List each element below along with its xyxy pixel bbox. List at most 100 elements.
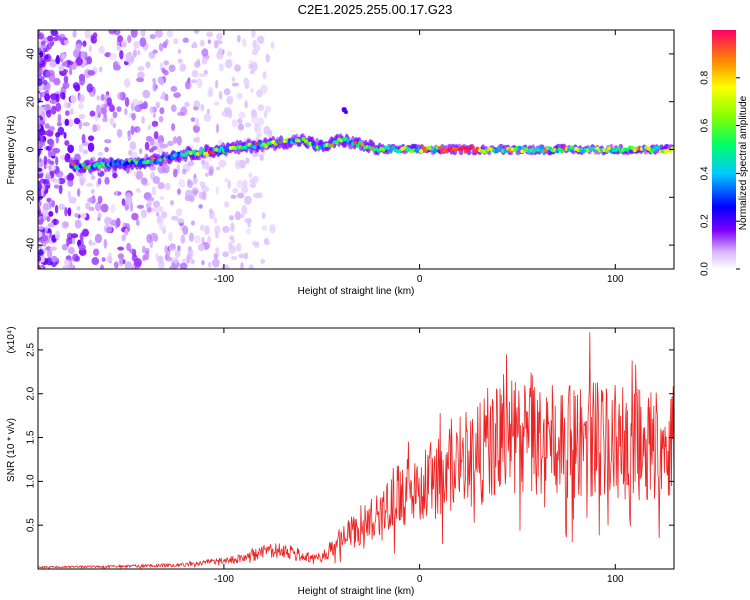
heatmap-cell bbox=[536, 148, 541, 153]
heatmap-cell bbox=[235, 64, 240, 70]
heatmap-cell bbox=[38, 56, 43, 65]
heatmap-x-tick-label: 0 bbox=[417, 274, 423, 285]
heatmap-cell bbox=[215, 186, 219, 195]
heatmap-cell bbox=[148, 200, 153, 206]
heatmap-cell bbox=[209, 208, 213, 214]
heatmap-cell bbox=[176, 111, 185, 117]
heatmap-cell bbox=[133, 257, 142, 267]
heatmap-cell bbox=[120, 38, 128, 49]
heatmap-cell bbox=[71, 236, 76, 245]
heatmap-cell bbox=[66, 240, 70, 247]
heatmap-cell bbox=[175, 208, 183, 217]
heatmap-cell bbox=[237, 118, 243, 124]
heatmap-x-tick-label: 100 bbox=[607, 274, 624, 285]
heatmap-cell bbox=[231, 82, 239, 87]
heatmap-cell bbox=[248, 63, 254, 70]
heatmap-cell bbox=[38, 206, 41, 216]
heatmap-cell bbox=[656, 145, 661, 150]
heatmap-cell bbox=[71, 162, 76, 167]
heatmap-cell bbox=[40, 234, 49, 242]
snr-y-axis-label: SNR (10 * v/v) bbox=[6, 418, 17, 482]
heatmap-cell bbox=[64, 154, 71, 163]
heatmap-cell bbox=[194, 235, 201, 244]
heatmap-cell bbox=[132, 98, 139, 106]
heatmap-cell bbox=[49, 246, 57, 251]
heatmap-cell bbox=[44, 225, 49, 233]
heatmap-cell bbox=[229, 235, 234, 241]
heatmap-cell bbox=[334, 140, 339, 145]
heatmap-cell bbox=[190, 117, 196, 122]
heatmap-cell bbox=[210, 151, 215, 156]
heatmap-cell bbox=[167, 140, 174, 147]
heatmap-cell bbox=[96, 95, 101, 101]
heatmap-cell bbox=[105, 226, 113, 234]
heatmap-cell bbox=[80, 213, 87, 219]
heatmap-cell bbox=[168, 64, 176, 73]
heatmap-cell bbox=[63, 39, 70, 45]
heatmap-cell bbox=[235, 243, 242, 252]
heatmap-cell bbox=[187, 77, 191, 84]
heatmap-cell bbox=[45, 174, 52, 180]
heatmap-cell bbox=[159, 107, 165, 115]
heatmap-cell bbox=[44, 54, 49, 60]
heatmap-y-tick-label: 0 bbox=[26, 146, 37, 152]
heatmap-cell bbox=[67, 60, 74, 66]
heatmap-cell bbox=[108, 252, 112, 261]
heatmap-cell bbox=[86, 83, 94, 93]
heatmap-cell bbox=[200, 103, 205, 112]
heatmap-cell bbox=[154, 30, 163, 38]
heatmap-cell bbox=[388, 148, 393, 153]
heatmap-cell bbox=[152, 112, 156, 119]
heatmap-cell bbox=[222, 225, 230, 234]
heatmap-cell bbox=[222, 251, 229, 258]
heatmap-cell bbox=[236, 179, 244, 188]
heatmap-cell bbox=[100, 203, 109, 213]
heatmap-y-tick-label: 20 bbox=[26, 96, 37, 108]
heatmap-cell bbox=[48, 126, 55, 132]
heatmap-cell bbox=[213, 253, 219, 260]
heatmap-cell bbox=[251, 30, 256, 39]
heatmap-cell bbox=[170, 85, 178, 92]
heatmap-cell bbox=[40, 44, 47, 52]
heatmap-cell bbox=[85, 202, 90, 210]
heatmap-cell bbox=[59, 33, 66, 39]
heatmap-cell bbox=[61, 53, 66, 60]
heatmap-cell bbox=[229, 215, 234, 221]
heatmap-cell bbox=[140, 209, 147, 219]
heatmap-cell bbox=[73, 49, 79, 58]
heatmap-cell bbox=[94, 201, 102, 212]
heatmap-cell bbox=[227, 179, 231, 190]
heatmap-cell bbox=[58, 184, 63, 195]
heatmap-cell bbox=[117, 253, 125, 260]
heatmap-cell bbox=[80, 50, 87, 59]
heatmap-cell bbox=[97, 164, 102, 169]
heatmap-cell bbox=[78, 102, 84, 110]
heatmap-cell bbox=[43, 155, 48, 166]
heatmap-cell bbox=[45, 44, 49, 53]
heatmap-cell bbox=[517, 145, 522, 150]
heatmap-cell bbox=[260, 84, 268, 94]
heatmap-cell bbox=[54, 230, 61, 240]
heatmap-cell bbox=[176, 135, 182, 146]
heatmap-cell bbox=[224, 201, 230, 208]
heatmap-cell bbox=[58, 65, 65, 72]
heatmap-cell bbox=[136, 204, 145, 209]
heatmap-cell bbox=[153, 131, 159, 140]
heatmap-cell bbox=[225, 58, 233, 69]
heatmap-cell bbox=[112, 172, 118, 179]
heatmap-cell bbox=[194, 60, 201, 69]
heatmap-cell bbox=[133, 171, 137, 177]
colorbar-tick-label: 0.0 bbox=[700, 262, 711, 276]
heatmap-cell bbox=[155, 253, 159, 261]
heatmap-cell bbox=[104, 216, 111, 225]
heatmap-cell bbox=[245, 228, 251, 235]
heatmap-cell bbox=[248, 172, 253, 179]
heatmap-cell bbox=[95, 162, 100, 167]
heatmap-cell bbox=[89, 241, 97, 246]
heatmap-cell bbox=[180, 234, 186, 244]
heatmap-cell bbox=[38, 117, 41, 127]
heatmap-cell bbox=[216, 166, 221, 171]
heatmap-cell bbox=[45, 246, 52, 251]
heatmap-cell bbox=[263, 109, 268, 119]
heatmap-cell bbox=[386, 145, 391, 150]
